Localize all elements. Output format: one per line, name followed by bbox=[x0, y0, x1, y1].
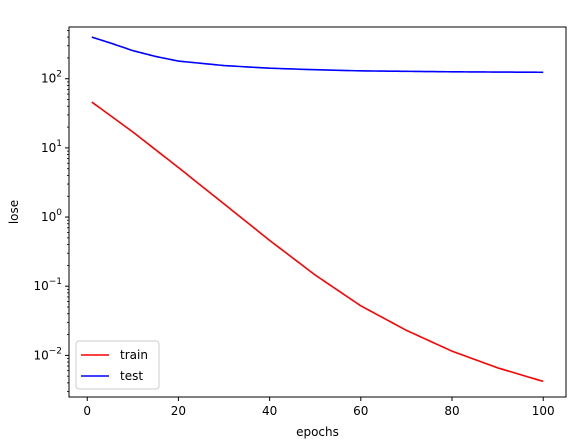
y-axis-ticks: 10−2 10−1 100 101 102 bbox=[33, 30, 69, 392]
legend: train test bbox=[75, 340, 160, 390]
y-tick-label: 102 bbox=[41, 70, 62, 86]
x-tick-label: 0 bbox=[83, 404, 91, 418]
x-axis-ticks: 0 20 40 60 80 100 bbox=[83, 397, 555, 418]
legend-box bbox=[75, 340, 160, 390]
x-tick-label: 60 bbox=[353, 404, 368, 418]
y-tick-label: 10−1 bbox=[33, 277, 62, 293]
y-axis-label: lose bbox=[7, 200, 21, 224]
y-tick-label: 100 bbox=[41, 208, 62, 224]
x-tick-label: 100 bbox=[532, 404, 555, 418]
legend-label-train: train bbox=[120, 348, 148, 362]
x-tick-label: 80 bbox=[444, 404, 459, 418]
plot-frame bbox=[68, 26, 567, 398]
series-line-train bbox=[91, 101, 544, 383]
legend-label-test: test bbox=[120, 369, 143, 383]
x-tick-label: 40 bbox=[262, 404, 277, 418]
series-line-test bbox=[91, 36, 544, 74]
series-layer bbox=[91, 36, 544, 383]
plot-area bbox=[69, 27, 566, 397]
y-tick-label: 101 bbox=[41, 139, 62, 155]
x-axis-label: epochs bbox=[296, 425, 339, 439]
y-tick-label: 10−2 bbox=[33, 346, 62, 362]
x-tick-label: 20 bbox=[171, 404, 186, 418]
